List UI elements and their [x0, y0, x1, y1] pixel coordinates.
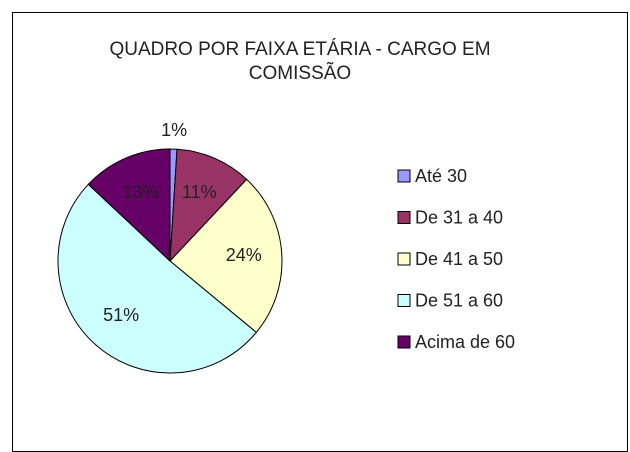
- pie-slice: [87, 148, 171, 263]
- pie-slice: [169, 178, 283, 334]
- legend-label: De 41 a 50: [415, 249, 503, 269]
- pie-slice: [57, 183, 258, 374]
- data-label: 13%: [123, 182, 159, 202]
- legend-swatch: [397, 169, 411, 183]
- chart-title: QUADRO POR FAIXA ETÁRIA - CARGO EM COMIS…: [109, 39, 491, 84]
- legend-label: De 31 a 40: [415, 207, 503, 227]
- data-label: 24%: [226, 245, 262, 265]
- legend-label: De 51 a 60: [415, 290, 503, 310]
- legend-swatch: [397, 335, 411, 349]
- pie-slice: [169, 148, 248, 263]
- legend-label: Acima de 60: [415, 332, 515, 352]
- data-label: 51%: [103, 305, 139, 325]
- legend-swatch: [397, 211, 411, 224]
- data-label: 1%: [161, 120, 187, 140]
- legend-label: Até 30: [415, 166, 467, 186]
- legend-swatch: [397, 252, 411, 266]
- data-label: 11%: [182, 182, 217, 202]
- legend-swatch: [397, 294, 411, 307]
